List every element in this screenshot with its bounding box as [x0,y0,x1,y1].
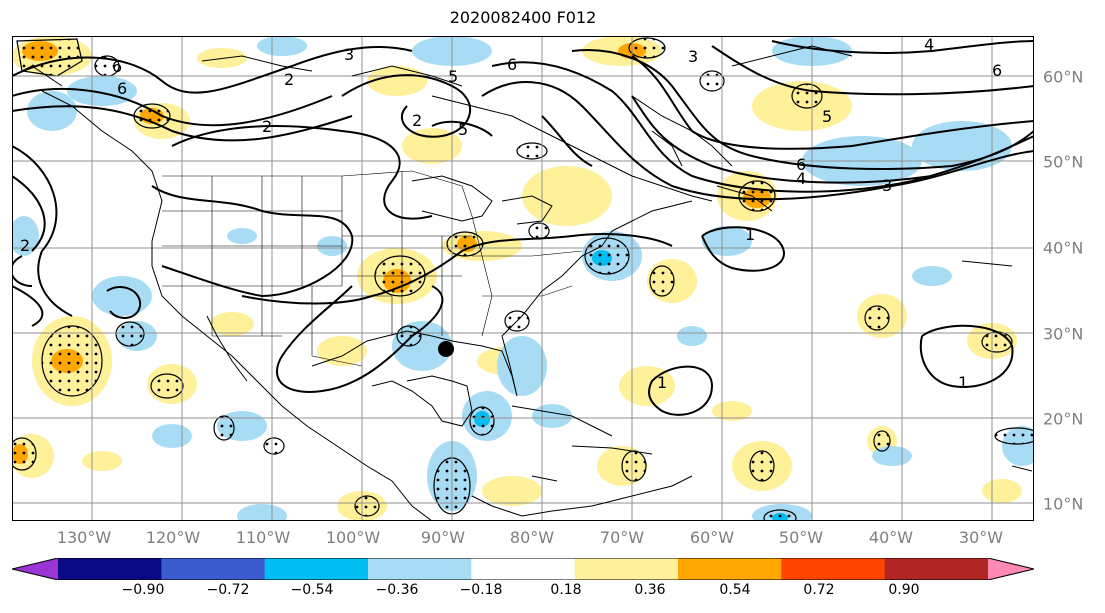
storm-center-marker [438,341,454,357]
contour-label: 2 [262,117,272,136]
contour-label: 6 [992,61,1002,80]
state-borders [162,170,583,367]
contour-label: 5 [822,107,832,126]
contour-label: 3 [344,45,354,64]
lon-label: 100°W [325,528,381,547]
contour-lines [12,40,1034,416]
contour-label: 5 [458,120,468,139]
lon-label: 60°W [689,528,735,547]
colorbar-tick-label: 0.36 [634,582,666,598]
colorbar-extend-max [988,558,1034,580]
contour-label: 6 [796,155,806,174]
contour-label: 6 [507,55,517,74]
contour-label: 1 [958,373,968,392]
lat-label: 60°N [1043,67,1084,87]
contour-label: 3 [688,47,698,66]
lon-label: 70°W [599,528,645,547]
colorbar-tick-label: −0.90 [121,582,165,598]
contour-label: 6 [112,57,122,76]
contour-label: 4 [924,36,934,54]
colorbar-extend-min [12,558,58,580]
lat-label: 40°N [1043,238,1084,258]
lon-label: 40°W [868,528,914,547]
colorbar-cell [161,558,266,580]
colorbar-cell [368,558,472,580]
contour-labels: 1 1 1 2 2 2 2 3 3 3 4 4 5 5 5 6 6 6 6 6 [20,36,1002,392]
colorbar-cell [264,558,369,580]
colorbar-cell [781,558,886,580]
contour-label: 5 [448,67,458,86]
colorbar-tick-label: −0.18 [459,582,503,598]
contour-label: 1 [657,373,667,392]
colorbar-tick-label: −0.72 [206,582,250,598]
colorbar-tick-label: −0.36 [375,582,419,598]
contour-label: 2 [284,70,294,89]
lon-label: 110°W [235,528,291,547]
lon-label: 50°W [778,528,824,547]
contour-label: 4 [796,169,806,188]
colorbar-cell [574,558,679,580]
map-panel: 1 1 1 2 2 2 2 3 3 3 4 4 5 5 5 6 6 6 6 6 [12,36,1034,521]
lon-label: 80°W [509,528,555,547]
contour-label: 2 [412,111,422,130]
lon-label: 90°W [420,528,466,547]
colorbar-tick-label: 0.90 [888,582,920,598]
colorbar-cell [58,558,162,580]
contour-label: 3 [882,176,892,195]
contour-label: 6 [117,79,127,98]
contour-label: 2 [20,236,30,255]
colorbar-cell [471,558,576,580]
colorbar-tick-label: −0.54 [290,582,334,598]
colorbar-cell [884,558,989,580]
colorbar-tick-label: 0.54 [719,582,751,598]
lat-label: 20°N [1043,409,1084,429]
shading-negative-weak [12,36,1034,521]
lat-label: 50°N [1043,152,1084,172]
colorbar-tick-label: 0.72 [803,582,835,598]
contour-label: 1 [745,225,755,244]
lat-label: 30°N [1043,324,1084,344]
lon-label: 130°W [56,528,112,547]
colorbar [11,557,1035,584]
stippled-areas [12,37,1034,521]
lon-label: 120°W [145,528,201,547]
colorbar-tick-label: 0.18 [550,582,582,598]
map-title: 2020082400 F012 [449,8,597,27]
colorbar-cell [678,558,782,580]
lon-label: 30°W [958,528,1004,547]
lat-label: 10°N [1043,494,1084,514]
